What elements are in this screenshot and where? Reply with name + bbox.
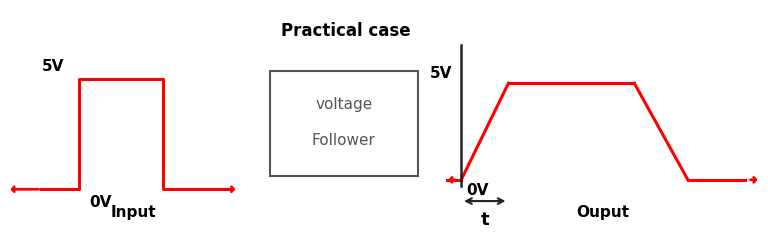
Text: Practical case: Practical case	[281, 22, 410, 40]
Text: 5V: 5V	[42, 59, 65, 74]
Text: voltage: voltage	[316, 97, 372, 112]
Text: Follower: Follower	[312, 133, 376, 148]
Text: t: t	[481, 211, 489, 229]
Text: 0V: 0V	[89, 195, 111, 210]
Text: Ouput: Ouput	[576, 205, 630, 220]
Text: 5V: 5V	[429, 66, 452, 81]
Bar	[270, 71, 419, 176]
Text: 0V: 0V	[466, 183, 488, 198]
Text: Input: Input	[111, 205, 156, 220]
